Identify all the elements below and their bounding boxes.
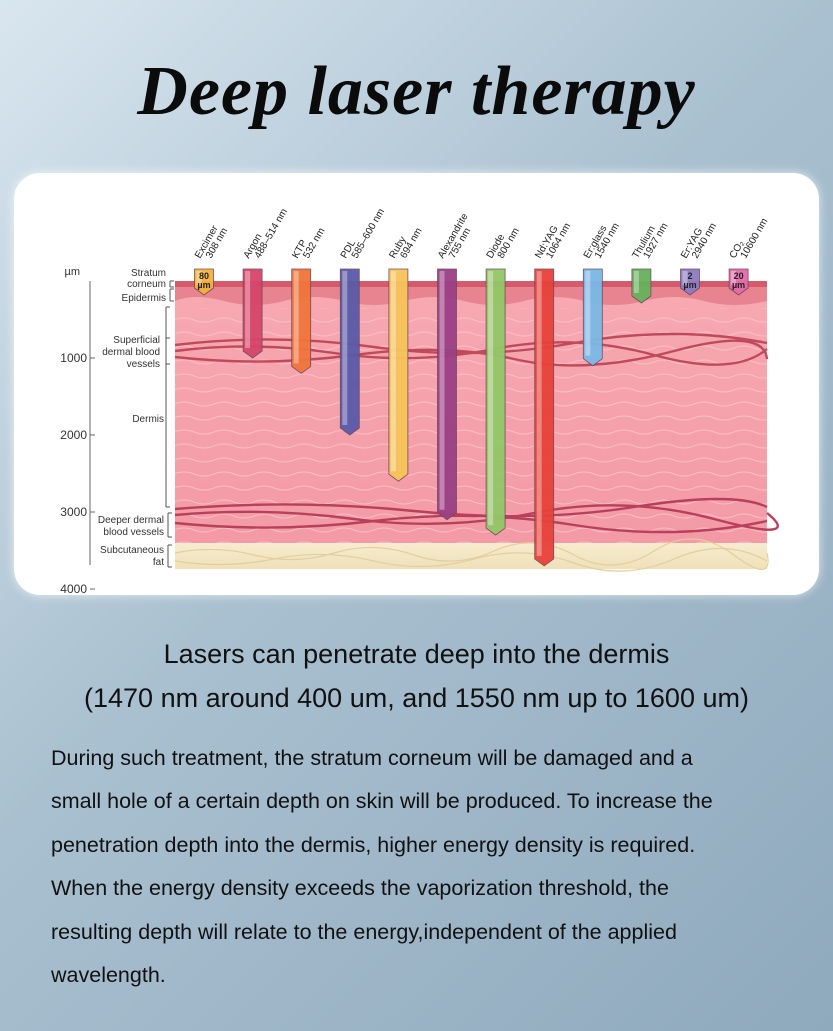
laser-bar [291, 268, 312, 374]
laser-bar [631, 268, 652, 304]
laser-bar-highlight [293, 271, 299, 364]
description-text: During such treatment, the stratum corne… [51, 737, 791, 997]
description-line: resulting depth will relate to the energ… [51, 919, 677, 944]
depth-tick-label: 2000 [60, 428, 87, 442]
laser-bar-highlight [585, 271, 591, 356]
headline-line-2: (1470 nm around 400 um, and 1550 nm up t… [84, 683, 749, 713]
laser-bar-highlight [196, 271, 202, 285]
laser-bar-highlight [682, 271, 688, 285]
label-epidermis: Epidermis [122, 293, 166, 304]
label-superficial-vessels-3: vessels [127, 359, 160, 370]
laser-depth-diagram-card: µm 1000 2000 3000 4000 Stratum corneum Epid… [14, 173, 819, 595]
laser-bar [339, 268, 360, 436]
laser-bar-highlight [488, 271, 494, 526]
laser-wavelength: 488–514 nm [253, 207, 290, 261]
label-fat-2: fat [153, 557, 164, 568]
depth-tick-label: 4000 [60, 582, 87, 595]
page-title: Deep laser therapy [137, 53, 696, 130]
laser-bar [728, 268, 749, 296]
laser-depth-label: µm [732, 280, 745, 290]
dermis-fibers [175, 308, 767, 543]
laser-wavelength: 585–600 nm [350, 207, 387, 261]
laser-bar-highlight [633, 271, 639, 293]
description-line: penetration depth into the dermis, highe… [51, 832, 696, 857]
laser-depth-label: µm [197, 280, 210, 290]
laser-wavelength: 10600 nm [739, 216, 771, 260]
laser-bar [194, 268, 214, 296]
description-line: small hole of a certain depth on skin wi… [51, 789, 713, 814]
headline-line-1: Lasers can penetrate deep into the dermi… [163, 639, 670, 669]
epidermis-band [175, 287, 767, 305]
depth-tick-label: 1000 [60, 351, 87, 365]
laser-depth-label: 2 [687, 271, 692, 281]
laser-bar [485, 268, 506, 536]
laser-bar [388, 268, 409, 482]
label-stratum-corneum-1: Stratum [131, 268, 166, 279]
laser-bar [437, 268, 457, 521]
label-superficial-vessels-1: Superficial [113, 335, 160, 346]
stratum-corneum-band [175, 281, 767, 287]
laser-bar-highlight [731, 271, 737, 285]
label-stratum-corneum-2: corneum [127, 279, 166, 290]
laser-depth-label: 20 [734, 271, 744, 281]
label-deeper-vessels-1: Deeper dermal [98, 515, 164, 526]
laser-bar [242, 268, 263, 359]
label-superficial-vessels-2: dermal blood [102, 347, 160, 358]
laser-bar [534, 268, 555, 567]
laser-depth-label: 80 [199, 271, 209, 281]
description-line: When the energy density exceeds the vapo… [51, 876, 669, 901]
label-deeper-vessels-2: blood vessels [103, 527, 164, 538]
laser-bar-highlight [342, 271, 348, 425]
laser-bar [582, 268, 603, 367]
laser-bar-highlight [439, 271, 445, 510]
laser-bar-highlight [536, 271, 542, 556]
subcutaneous-fat [175, 543, 767, 569]
label-fat-1: Subcutaneous [100, 545, 164, 556]
depth-axis-unit: µm [64, 266, 80, 278]
laser-depth-diagram: µm 1000 2000 3000 4000 Stratum corneum Epid… [60, 207, 779, 595]
laser-depth-label: µm [683, 280, 696, 290]
laser-bar-highlight [390, 271, 396, 472]
laser-bar [680, 268, 700, 296]
fat-cells [174, 538, 769, 572]
description-line: wavelength. [51, 963, 166, 988]
label-dermis: Dermis [132, 414, 164, 425]
depth-tick-label: 3000 [60, 505, 87, 519]
laser-bar-highlight [245, 271, 251, 348]
description-line: During such treatment, the stratum corne… [51, 746, 693, 770]
layer-brackets [165, 280, 174, 568]
